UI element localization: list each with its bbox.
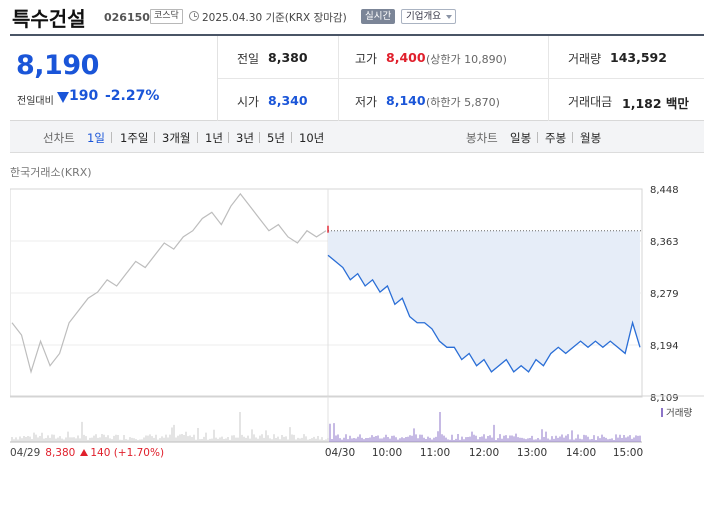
separator	[111, 132, 112, 143]
period-10y[interactable]: 10년	[299, 131, 325, 145]
change-label: 전일대비	[17, 96, 54, 107]
chevron-down-icon	[445, 15, 452, 19]
separator	[154, 132, 155, 143]
base-date: 2025.04.30 기준(KRX 장마감)	[202, 12, 347, 24]
upper-limit: (상한가 10,890)	[426, 53, 507, 66]
x-tick-label: 13:00	[517, 447, 547, 459]
high-label: 고가	[355, 52, 378, 66]
amount-value: 1,182 백만	[622, 96, 689, 111]
period-1y[interactable]: 1년	[205, 131, 223, 145]
high-cell: 고가 8,400 (상한가 10,890)	[338, 36, 548, 78]
clock-icon	[189, 11, 199, 21]
prev-day-close: 8,380	[45, 447, 76, 459]
prev-day-info: 04/29 8,380 140 (+1.70%)	[10, 447, 164, 459]
line-chart-label: 선차트	[43, 131, 75, 145]
series-line-prev-day	[11, 192, 327, 375]
series-line-today	[327, 254, 641, 373]
separator	[572, 132, 573, 143]
divider	[218, 78, 704, 79]
current-price-box: 8,190 전일대비 190 -2.27%	[10, 36, 218, 121]
prev-close-value: 8,380	[268, 50, 308, 65]
prev-close-cell: 전일 8,380	[218, 36, 338, 78]
separator	[291, 132, 292, 143]
period-1w[interactable]: 1주일	[120, 131, 149, 145]
low-cell: 저가 8,140 (하한가 5,870)	[338, 79, 548, 121]
price-stats-grid: 전일 8,380 고가 8,400 (상한가 10,890) 거래량 143,5…	[218, 36, 704, 121]
low-label: 저가	[355, 95, 378, 109]
candle-monthly[interactable]: 월봉	[580, 131, 602, 145]
price-chart[interactable]: 8,448 8,363 8,279 8,194 8,109 04/30 10:00 11:00…	[10, 178, 704, 516]
prev-day-label: 04/29	[10, 447, 41, 459]
period-selector-bar: 선차트 1일 1주일 3개월 1년 3년 5년 10년 봉차트 일봉 주봉 월봉	[10, 121, 704, 153]
separator	[197, 132, 198, 143]
y-tick-label: 8,279	[650, 289, 679, 300]
high-value: 8,400	[386, 50, 426, 65]
y-tick-label: 8,194	[650, 341, 679, 352]
stock-code: 026150	[104, 11, 150, 24]
company-overview-dropdown[interactable]: 기업개요	[401, 9, 456, 24]
up-triangle-icon	[80, 449, 89, 456]
volume-label: 거래량	[568, 52, 602, 66]
separator	[537, 132, 538, 143]
below-reference-fill	[328, 230, 640, 372]
amount-label: 거래대금	[568, 95, 613, 109]
candle-chart-label: 봉차트	[466, 131, 498, 145]
current-price: 8,190	[16, 50, 99, 81]
candle-weekly[interactable]: 주봉	[545, 131, 567, 145]
company-overview-label: 기업개요	[406, 11, 441, 22]
x-tick-label: 14:00	[566, 447, 596, 459]
stock-name: 특수건설	[12, 7, 86, 31]
low-value: 8,140	[386, 93, 426, 108]
period-3m[interactable]: 3개월	[162, 131, 191, 145]
open-cell: 시가 8,340	[218, 79, 338, 121]
volume-legend: 거래량	[661, 405, 692, 419]
open-value: 8,340	[268, 93, 308, 108]
y-tick-label: 8,109	[650, 393, 679, 404]
price-summary: 8,190 전일대비 190 -2.27% 전일 8,380 고가 8,400 …	[10, 34, 704, 121]
y-tick-label: 8,363	[650, 237, 679, 248]
stock-header: 특수건설 026150 코스닥 2025.04.30 기준(KRX 장마감) 실…	[0, 0, 704, 34]
open-label: 시가	[237, 95, 260, 109]
period-3y[interactable]: 3년	[236, 131, 254, 145]
period-5y[interactable]: 5년	[267, 131, 285, 145]
separator	[228, 132, 229, 143]
chart-source: 한국거래소(KRX)	[10, 166, 92, 179]
x-tick-label: 10:00	[372, 447, 402, 459]
x-tick-label: 11:00	[420, 447, 450, 459]
realtime-button[interactable]: 실시간	[361, 9, 396, 24]
x-tick-label: 12:00	[469, 447, 499, 459]
candle-daily[interactable]: 일봉	[510, 131, 532, 145]
x-tick-label: 04/30	[325, 447, 355, 459]
change-amount: 190	[69, 88, 99, 104]
change-percent: -2.27%	[105, 88, 160, 104]
market-badge: 코스닥	[150, 9, 183, 24]
separator	[259, 132, 260, 143]
prev-day-change: 140 (+1.70%)	[90, 447, 165, 459]
prev-close-label: 전일	[237, 52, 260, 66]
lower-limit: (하한가 5,870)	[426, 96, 500, 109]
x-tick-label: 15:00	[613, 447, 643, 459]
volume-value: 143,592	[610, 50, 667, 65]
amount-cell: 거래대금 1,182 백만	[548, 79, 704, 121]
period-1d[interactable]: 1일	[87, 131, 105, 145]
volume-cell: 거래량 143,592	[548, 36, 704, 78]
y-tick-label: 8,448	[650, 185, 679, 196]
down-triangle-icon	[57, 92, 69, 103]
